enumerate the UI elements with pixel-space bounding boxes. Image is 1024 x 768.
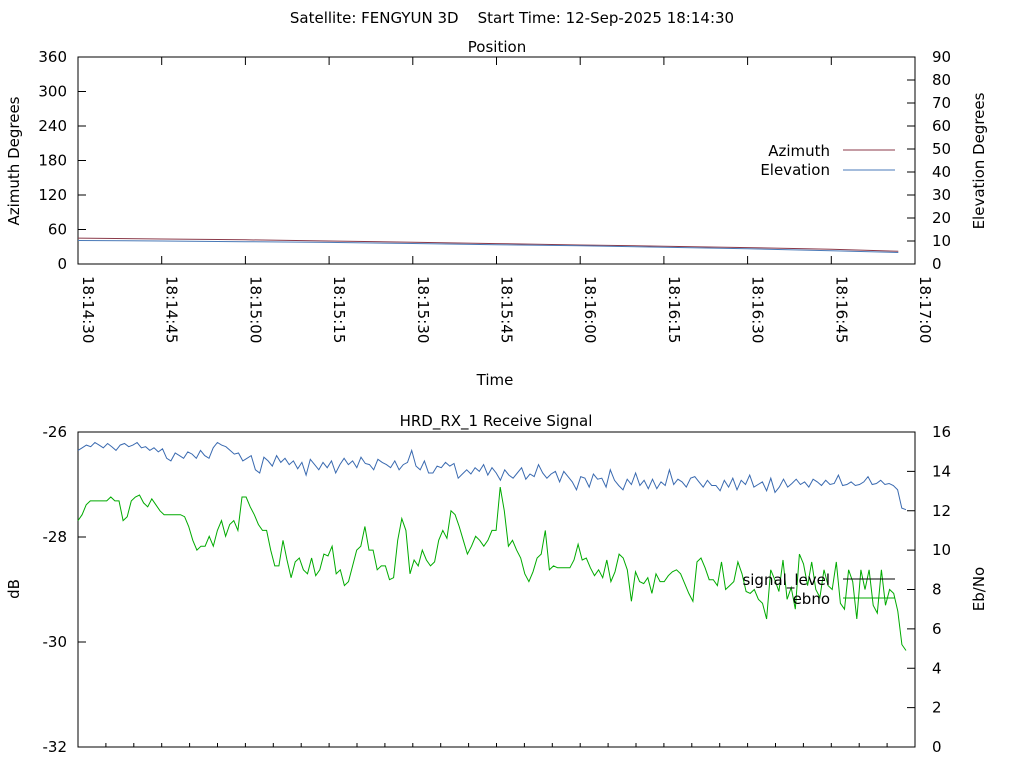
position-y2-tick-label: 60: [932, 117, 951, 135]
receive-signal-y2-axis-label: Eb/No: [970, 567, 988, 611]
position-y2-tick-label: 50: [932, 140, 951, 158]
position-x-tick-label: 18:15:00: [246, 276, 264, 343]
position-y2-tick-label: 30: [932, 186, 951, 204]
receive-signal-plot-frame: [77, 431, 916, 748]
legend-label-signal-level: signal_level: [742, 571, 830, 590]
position-y-tick-label: 360: [38, 48, 67, 66]
position-x-tick-label: 18:15:30: [414, 276, 432, 343]
receive-signal-y2-tick-label: 6: [932, 620, 942, 638]
position-x-tick-label: 18:15:45: [498, 276, 516, 343]
receive-signal-legend: signal_level ebno: [742, 571, 895, 608]
receive-signal-y-tick-label: -32: [43, 738, 68, 756]
position-y2-axis-label: Elevation Degrees: [970, 92, 988, 229]
position-y2-tick-label: 40: [932, 163, 951, 181]
position-y-tick-label: 300: [38, 83, 67, 101]
position-y2-tick-label: 20: [932, 209, 951, 227]
position-y-ticks: 0 60 120 180 240 300 360: [38, 48, 86, 273]
series-line-ebno: [77, 487, 907, 651]
position-y-tick-label: 0: [57, 255, 67, 273]
receive-signal-y-tick-label: -26: [43, 423, 68, 441]
position-y2-tick-label: 90: [932, 48, 951, 66]
receive-signal-y2-tick-label: 10: [932, 541, 951, 559]
position-y-axis-label: Azimuth Degrees: [5, 96, 23, 225]
chart-header-title: Satellite: FENGYUN 3D Start Time: 12-Sep…: [290, 9, 734, 27]
position-x-tick-label: 18:15:15: [330, 276, 348, 343]
position-x-ticks: 18:14:30 18:14:45 18:15:00 18:15:15 18:15:30…: [77, 57, 934, 343]
legend-label-elevation: Elevation: [760, 161, 830, 179]
position-chart: Position Azimuth Degrees Elevation Degre…: [5, 38, 988, 389]
receive-signal-y-tick-label: -30: [43, 633, 68, 651]
receive-signal-y2-tick-label: 12: [932, 502, 951, 520]
position-x-tick-label: 18:14:30: [79, 276, 97, 343]
receive-signal-y-axis-label: dB: [5, 579, 23, 599]
receive-signal-y2-tick-label: 0: [932, 738, 942, 756]
position-x-tick-label: 18:16:15: [665, 276, 683, 343]
position-x-tick-label: 18:17:00: [916, 276, 934, 343]
receive-signal-chart: HRD_RX_1 Receive Signal dB Eb/No -26-28-…: [5, 412, 988, 756]
position-legend: Azimuth Elevation: [760, 142, 895, 179]
position-series: [77, 237, 899, 253]
position-x-tick-label: 18:16:45: [832, 276, 850, 343]
receive-signal-y2-ticks: 0 2 4 6 8 10 12 14 16: [907, 423, 951, 756]
receive-signal-series: [77, 441, 907, 651]
receive-signal-y2-tick-label: 8: [932, 581, 942, 599]
receive-signal-y2-tick-label: 16: [932, 423, 951, 441]
legend-label-ebno: ebno: [793, 590, 830, 608]
position-chart-title: Position: [468, 38, 526, 56]
legend-label-azimuth: Azimuth: [768, 142, 830, 160]
position-x-tick-label: 18:16:00: [581, 276, 599, 343]
position-x-tick-label: 18:14:45: [163, 276, 181, 343]
position-y-tick-label: 180: [38, 152, 67, 170]
position-y-tick-label: 120: [38, 186, 67, 204]
receive-signal-y2-tick-label: 14: [932, 462, 951, 480]
receive-signal-x-ticks: [105, 743, 888, 747]
position-y2-ticks: 0 10 20 30 40 50 60 70 80 90: [907, 48, 951, 273]
position-x-tick-label: 18:16:30: [749, 276, 767, 343]
position-y2-tick-label: 10: [932, 232, 951, 250]
position-y-tick-label: 240: [38, 117, 67, 135]
receive-signal-y2-tick-label: 2: [932, 699, 942, 717]
position-y2-tick-label: 80: [932, 71, 951, 89]
series-line-azimuth: [77, 237, 899, 252]
position-y2-tick-label: 70: [932, 94, 951, 112]
position-y2-tick-label: 0: [932, 255, 942, 273]
series-line-signal-level: [77, 441, 907, 511]
receive-signal-chart-title: HRD_RX_1 Receive Signal: [400, 412, 593, 431]
receive-signal-y-tick-label: -28: [43, 528, 68, 546]
receive-signal-y-ticks: -26 -28 -30 -32: [43, 423, 86, 756]
series-line-elevation: [77, 240, 899, 253]
position-y-tick-label: 60: [48, 221, 67, 239]
receive-signal-y2-tick-label: 4: [932, 659, 942, 677]
position-x-axis-label: Time: [476, 371, 514, 389]
